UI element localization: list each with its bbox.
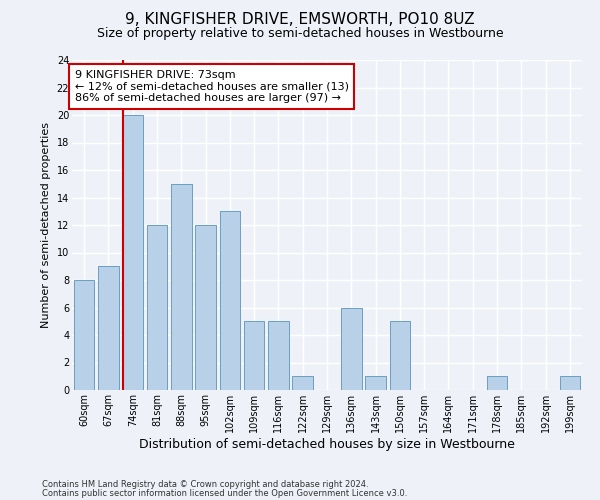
Text: Contains HM Land Registry data © Crown copyright and database right 2024.: Contains HM Land Registry data © Crown c… [42,480,368,489]
Bar [389,322,410,390]
Bar [146,225,167,390]
Text: 9 KINGFISHER DRIVE: 73sqm
← 12% of semi-detached houses are smaller (13)
86% of : 9 KINGFISHER DRIVE: 73sqm ← 12% of semi-… [74,70,349,103]
Bar [244,322,265,390]
Bar [268,322,289,390]
X-axis label: Distribution of semi-detached houses by size in Westbourne: Distribution of semi-detached houses by … [139,438,515,450]
Bar [365,376,386,390]
Bar [122,115,143,390]
Bar [292,376,313,390]
Bar [341,308,362,390]
Text: Size of property relative to semi-detached houses in Westbourne: Size of property relative to semi-detach… [97,28,503,40]
Y-axis label: Number of semi-detached properties: Number of semi-detached properties [41,122,51,328]
Bar [560,376,580,390]
Bar [171,184,191,390]
Bar [487,376,508,390]
Text: 9, KINGFISHER DRIVE, EMSWORTH, PO10 8UZ: 9, KINGFISHER DRIVE, EMSWORTH, PO10 8UZ [125,12,475,28]
Bar [220,211,240,390]
Bar [98,266,119,390]
Bar [195,225,216,390]
Text: Contains public sector information licensed under the Open Government Licence v3: Contains public sector information licen… [42,488,407,498]
Bar [74,280,94,390]
